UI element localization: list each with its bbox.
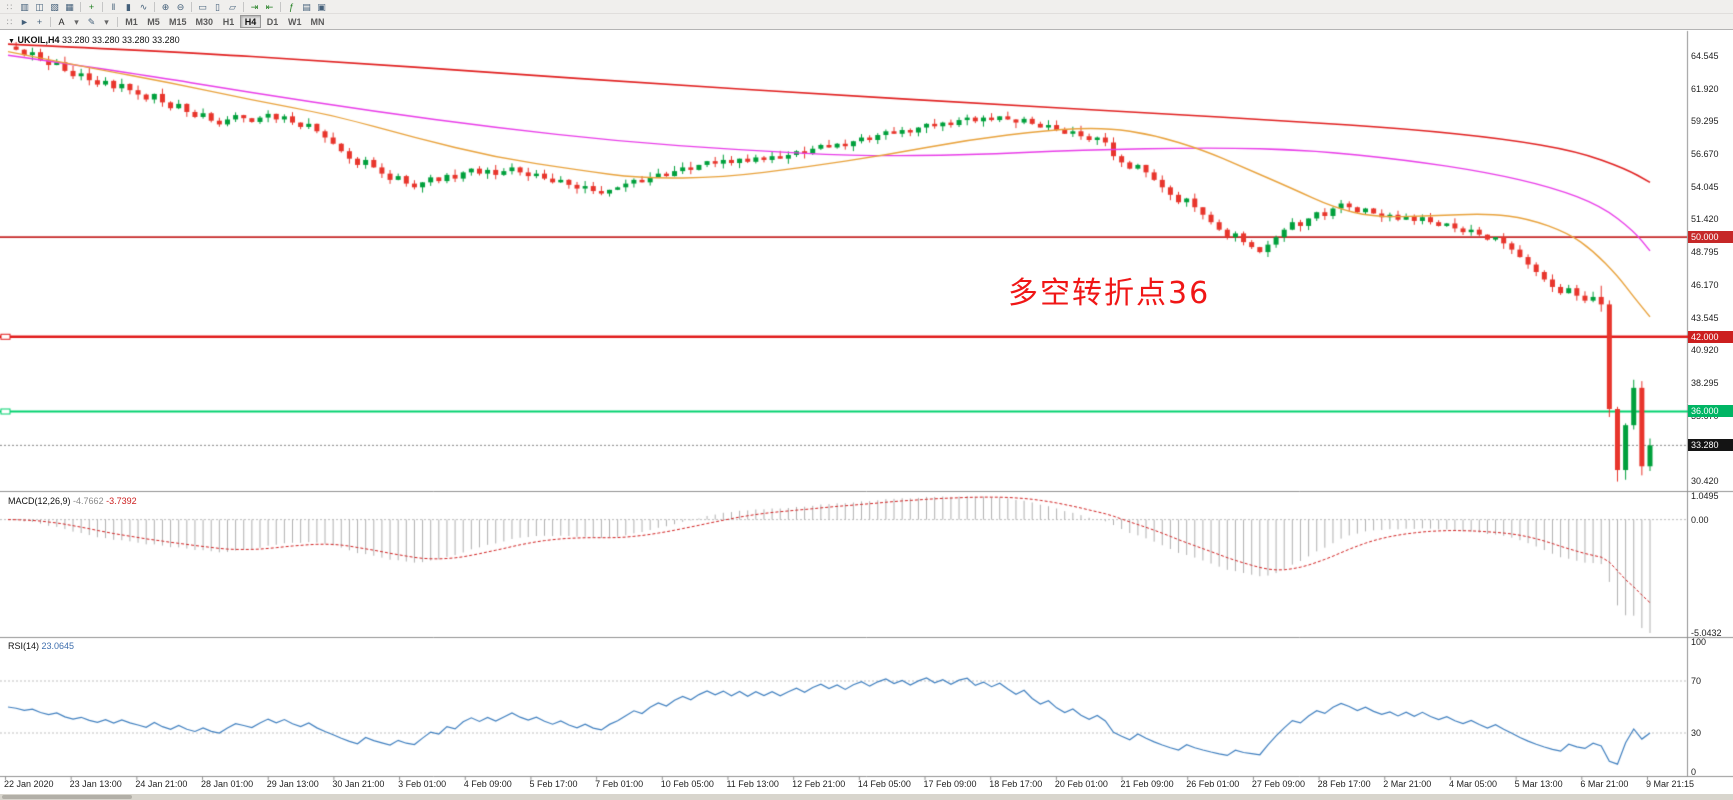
navigator-icon[interactable]: ▧ xyxy=(50,1,59,12)
toolbar-grip[interactable]: ∷ xyxy=(6,16,13,27)
bottom-strip xyxy=(0,794,1733,800)
toolbar-row2-left: ∷ ► + A ▾ ✎ ▾ xyxy=(2,16,114,28)
cascade-windows-icon[interactable]: ▱ xyxy=(229,1,236,12)
toolbar-separator xyxy=(117,16,118,27)
timeframe-button-d1[interactable]: D1 xyxy=(266,16,279,27)
toolbar-separator xyxy=(154,1,155,12)
auto-scroll-icon[interactable]: ⇥ xyxy=(250,1,259,12)
timeframe-buttons: M1 M5 M15 M30 H1 H4 D1 W1 MN xyxy=(121,15,329,28)
templates-icon[interactable]: ▤ xyxy=(302,1,311,12)
data-window-icon[interactable]: ◫ xyxy=(35,1,44,12)
timeframe-button-mn[interactable]: MN xyxy=(310,16,325,27)
toolbar-separator xyxy=(50,16,51,27)
full-screen-icon[interactable]: ▣ xyxy=(317,1,326,12)
timeframe-button-m30[interactable]: M30 xyxy=(195,16,214,27)
price-level-chip-42.000[interactable]: 42.000 xyxy=(1688,330,1733,343)
price-level-chip-36.000[interactable]: 36.000 xyxy=(1688,405,1733,418)
bottom-scrollbar-thumb[interactable] xyxy=(2,795,132,799)
crosshair-tool-icon[interactable]: + xyxy=(36,16,43,27)
candlestick-chart-icon[interactable]: ▮ xyxy=(126,1,131,12)
zoom-out-icon[interactable]: ⊖ xyxy=(176,1,185,12)
toolbar-separator xyxy=(280,1,281,12)
new-order-icon[interactable]: + xyxy=(88,1,95,12)
bar-chart-icon[interactable]: ‖ xyxy=(111,1,116,12)
timeframe-button-w1[interactable]: W1 xyxy=(288,16,302,27)
timeframe-button-m15[interactable]: M15 xyxy=(169,16,187,27)
cursor-tool-icon[interactable]: ► xyxy=(20,16,29,27)
toolbar-row2: ∷ ► + A ▾ ✎ ▾ M1 M5 M15 M30 H1 H4 D1 W1 MN xyxy=(0,14,1733,29)
toolbar-grip[interactable]: ∷ xyxy=(6,1,13,12)
timeframe-button-m5[interactable]: M5 xyxy=(147,16,160,27)
price-level-chip-50.000[interactable]: 50.000 xyxy=(1688,231,1733,244)
tile-horizontal-icon[interactable]: ▭ xyxy=(198,1,207,12)
toolbar-separator xyxy=(243,1,244,12)
pane-splitter-rsi[interactable] xyxy=(0,635,1733,640)
pane-splitter-macd[interactable] xyxy=(0,489,1733,494)
tile-vertical-icon[interactable]: ▯ xyxy=(215,1,220,12)
zoom-in-icon[interactable]: ⊕ xyxy=(161,1,170,12)
toolbar-separator xyxy=(191,1,192,12)
market-watch-icon[interactable]: ▥ xyxy=(20,1,29,12)
timeframe-button-m1[interactable]: M1 xyxy=(125,16,138,27)
timeframe-button-h4[interactable]: H4 xyxy=(240,15,262,28)
toolbar-separator xyxy=(102,1,103,12)
text-tool-button[interactable]: A xyxy=(58,16,65,27)
chart-annotation-text[interactable]: 多空转折点36 xyxy=(1008,276,1211,311)
terminal-icon[interactable]: ▦ xyxy=(65,1,74,12)
current-price-chip[interactable]: 33.280 xyxy=(1688,439,1733,452)
toolbar-row1: ∷ ▥ ◫ ▧ ▦ + ‖ ▮ ∿ ⊕ ⊖ ▭ ▯ ▱ ⇥ ⇤ ƒ ▤ ▣ xyxy=(0,0,1733,14)
toolbar-separator xyxy=(80,1,81,12)
draw-tools-dropdown-icon[interactable]: ▾ xyxy=(104,16,109,27)
chart-shift-icon[interactable]: ⇤ xyxy=(265,1,274,12)
line-chart-icon[interactable]: ∿ xyxy=(139,1,148,12)
indicators-icon[interactable]: ƒ xyxy=(288,1,294,12)
draw-tools-icon[interactable]: ✎ xyxy=(87,16,96,27)
timeframe-button-h1[interactable]: H1 xyxy=(222,16,235,27)
text-tool-dropdown-icon[interactable]: ▾ xyxy=(74,16,79,27)
top-toolbar: ∷ ▥ ◫ ▧ ▦ + ‖ ▮ ∿ ⊕ ⊖ ▭ ▯ ▱ ⇥ ⇤ ƒ ▤ ▣ ∷ ► + A ▾ ✎ ▾ M1 M5 M15 M30 H1… xyxy=(0,0,1733,30)
